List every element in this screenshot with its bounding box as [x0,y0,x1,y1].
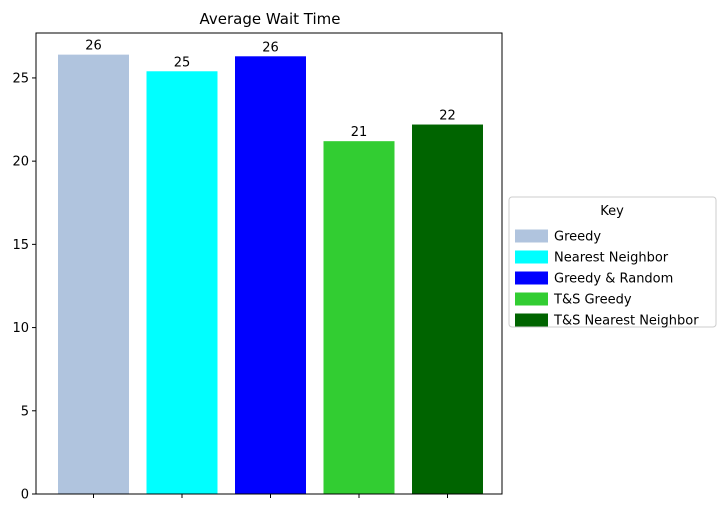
legend-swatch-1 [515,229,548,243]
bar-2 [146,71,218,494]
legend-label-2: Nearest Neighbor [554,251,669,266]
legend-title: Key [600,204,624,219]
bar-3 [235,56,306,494]
bar-value-label-2: 25 [174,55,191,70]
bar-4 [323,141,395,495]
y-axis: 0 5 10 15 20 25 [12,71,36,503]
bar-value-label-4: 21 [351,125,368,140]
legend-label-3: Greedy & Random [554,272,673,287]
bar-value-label-3: 26 [262,40,279,55]
y-tick-label-2: 10 [12,321,29,336]
legend-swatch-5 [515,313,548,327]
legend-box [508,196,717,328]
y-tick-label-0: 0 [21,488,29,503]
legend-swatch-3 [515,271,548,285]
bar-1 [58,54,129,495]
y-tick-label-4: 20 [12,155,29,170]
plot-frame [35,32,503,495]
chart-title: Average Wait Time [200,10,341,28]
bar-value-label-5: 22 [439,109,456,124]
bar-5 [412,124,483,494]
y-tick-label-5: 25 [12,71,29,86]
bars-layer: 26 25 26 21 22 [58,39,483,495]
legend-swatch-2 [515,250,548,264]
legend-label-5: T&S Nearest Neighbor [553,314,699,329]
bar-value-label-1: 26 [85,39,102,54]
legend: Key Greedy Nearest Neighbor Greedy & Rando… [508,196,717,329]
legend-label-1: Greedy [554,230,601,245]
legend-label-4: T&S Greedy [553,293,632,308]
legend-swatch-4 [515,292,548,306]
y-tick-label-1: 5 [21,404,29,419]
y-tick-label-3: 15 [12,238,29,253]
x-axis [93,494,448,498]
